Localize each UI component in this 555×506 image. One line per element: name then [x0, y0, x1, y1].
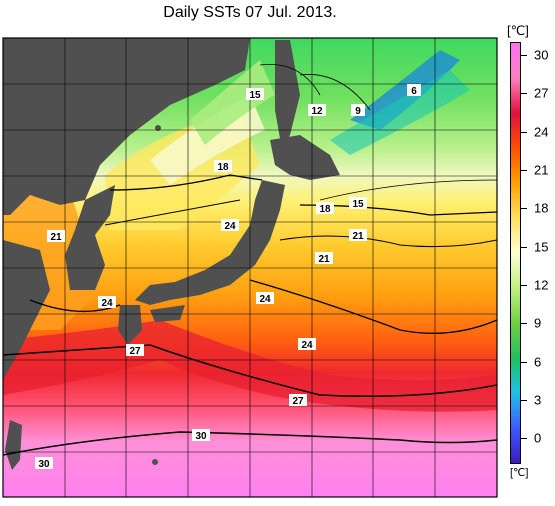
contour-label: 30	[192, 429, 210, 442]
contour-label: 15	[349, 197, 367, 210]
contour-label: 24	[221, 219, 239, 232]
map-title: Daily SSTs 07 Jul. 2013.	[163, 4, 337, 21]
svg-text:27: 27	[129, 346, 141, 357]
colorbar-tick-mark	[521, 131, 527, 133]
contour-label: 18	[214, 160, 232, 173]
colorbar-tick-label: 6	[534, 354, 542, 370]
colorbar-tick-label: 24	[534, 124, 549, 139]
colorbar-tick-label: 21	[534, 162, 549, 178]
svg-text:9: 9	[355, 106, 361, 117]
contour-label: 24	[298, 338, 316, 351]
colorbar-unit: [℃]	[507, 23, 529, 38]
cold-water-okhotsk	[350, 50, 460, 130]
colorbar-tick-label: 3	[534, 392, 542, 408]
svg-text:15: 15	[352, 199, 364, 210]
svg-text:21: 21	[352, 231, 364, 242]
svg-text:24: 24	[224, 221, 236, 232]
colorbar-tick-mark	[521, 208, 527, 210]
contour-label: 21	[47, 230, 65, 243]
korean-peninsula	[65, 185, 115, 290]
colorbar-tick-mark	[521, 361, 527, 363]
contour-label: 21	[315, 252, 333, 265]
contour-label: 21	[349, 229, 367, 242]
colorbar-tick-label: 27	[534, 85, 549, 101]
taiwan	[5, 420, 22, 470]
colorbar-tick-label: 15	[534, 239, 549, 255]
colorbar-tick-mark	[521, 246, 527, 248]
contour-label: 30	[35, 457, 53, 470]
colorbar-tick-label: 12	[534, 277, 549, 293]
svg-text:24: 24	[259, 294, 271, 305]
sakhalin	[275, 40, 300, 150]
hokkaido	[270, 135, 340, 180]
colorbar-unit-bottom: [℃]	[510, 467, 529, 479]
colorbar-tick-label: 9	[534, 315, 542, 331]
svg-text:18: 18	[217, 162, 229, 173]
contour-label: 27	[126, 344, 144, 357]
colorbar-tick-label: 0	[534, 430, 542, 446]
colorbar-tick-mark	[521, 323, 527, 325]
colorbar-tick-label: 30	[534, 47, 549, 63]
svg-text:30: 30	[195, 431, 207, 442]
contour-label: 24	[256, 292, 274, 305]
isotherm-21	[104, 199, 497, 248]
isotherm-15	[259, 63, 497, 201]
contour-label: 9	[351, 104, 365, 117]
svg-text:15: 15	[249, 90, 261, 101]
svg-text:27: 27	[292, 396, 304, 407]
honshu	[135, 180, 285, 305]
colorbar-tick-mark	[521, 284, 527, 286]
contour-label: 24	[98, 296, 116, 309]
colorbar-tick-label: 18	[534, 200, 549, 216]
isotherm-30	[3, 431, 497, 456]
colorbar	[510, 42, 521, 464]
svg-text:24: 24	[301, 340, 313, 351]
china-coast	[3, 240, 50, 380]
kyushu	[118, 305, 142, 345]
contour-label: 27	[289, 394, 307, 407]
svg-text:18: 18	[319, 204, 331, 215]
colorbar-tick-mark	[521, 169, 527, 171]
contour-labels: 6 9 12 15 15 18 18 21 21 21 24 24 24 24 …	[35, 84, 421, 470]
isotherm-12	[299, 74, 371, 111]
shikoku	[150, 305, 185, 322]
svg-text:12: 12	[311, 106, 323, 117]
svg-text:24: 24	[101, 298, 113, 309]
contour-label: 12	[308, 104, 326, 117]
colorbar-tick-mark	[521, 54, 527, 56]
colorbar-tick-mark	[521, 438, 527, 440]
contour-label: 15	[246, 88, 264, 101]
colorbar-tick-mark	[521, 93, 527, 95]
isotherm-contours	[3, 63, 497, 456]
svg-text:30: 30	[38, 459, 50, 470]
svg-text:21: 21	[318, 254, 330, 265]
svg-text:21: 21	[50, 232, 62, 243]
contour-label: 6	[407, 84, 421, 97]
svg-text:6: 6	[411, 86, 417, 97]
map-frame	[2, 37, 498, 498]
contour-label: 18	[316, 202, 334, 215]
isotherm-27	[3, 344, 497, 397]
colorbar-tick-mark	[521, 400, 527, 402]
